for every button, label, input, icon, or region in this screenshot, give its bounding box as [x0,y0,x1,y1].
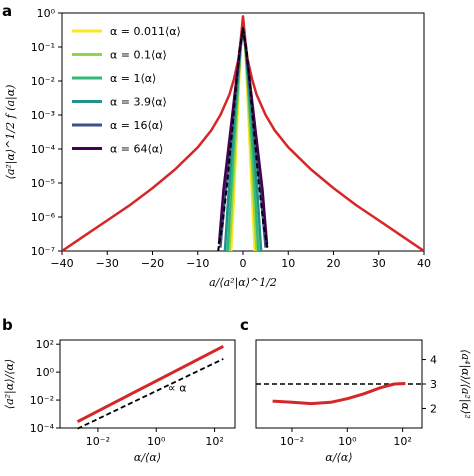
panel-label-a: a [2,2,12,20]
series-line-7 [217,27,269,251]
y-tick-label: 3 [430,378,437,391]
panel-c-y-ticks: 2 3 4 [422,354,437,415]
x-tick-label: 20 [327,257,341,270]
panel-b-x-ticks: 10⁻² 10⁰ 10² [86,428,224,448]
x-tick-label: 10 [281,257,295,270]
legend-label: α = 64⟨α⟩ [110,143,163,156]
panel-c: c 10⁻² 10⁰ 10² 2 3 4 α/⟨α⟩ ⟨a⁴|α⟩/⟨a²|α⟩² [240,316,472,464]
y-tick-label: 10⁻¹ [31,41,55,54]
y-tick-label: 10⁻⁵ [31,177,55,190]
x-tick-label: 30 [372,257,386,270]
y-tick-label: 10² [36,338,54,351]
legend-label: α = 3.9⟨α⟩ [110,96,167,109]
y-tick-label: 10⁻² [30,394,54,407]
x-tick-label: 10⁰ [338,435,357,448]
series-line-0 [272,382,406,406]
panel-label-c: c [240,316,249,334]
y-tick-label: 10⁻³ [31,109,55,122]
panel-b-y-axis-label: ⟨a²|α⟩/⟨α⟩ [3,359,17,409]
x-tick-label: −20 [141,257,164,270]
series-line-6 [62,15,424,251]
x-tick-label: −10 [186,257,209,270]
x-tick-label: 0 [240,257,247,270]
y-tick-label: 10⁰ [37,7,56,20]
panel-a-y-axis-label: ⟨a²|α⟩^1/2 f (a|α) [4,85,18,180]
x-tick-label: 10⁻² [280,435,304,448]
legend-label: α = 1⟨α⟩ [110,72,156,85]
panel-b-plot-area [59,339,236,429]
x-tick-label: −40 [50,257,73,270]
y-tick-label: 10⁻⁶ [31,211,56,224]
x-tick-label: 10² [205,435,223,448]
panel-b-series [76,344,224,430]
y-tick-label: 10⁻⁴ [30,422,55,435]
x-tick-label: 40 [417,257,431,270]
panel-label-b: b [2,316,13,334]
x-tick-label: 10⁻² [86,435,110,448]
panel-c-series [256,382,422,406]
y-tick-label: 10⁻² [31,75,55,88]
y-tick-label: 4 [430,354,437,367]
x-tick-label: −30 [96,257,119,270]
panel-a-y-ticks: 10⁰ 10⁻¹ 10⁻² 10⁻³ 10⁻⁴ 10⁻⁵ 10⁻⁶ 10⁻⁷ [31,7,62,258]
panel-c-x-ticks: 10⁻² 10⁰ 10² [280,428,412,448]
panel-a: a −40 −30 −20 −10 0 10 20 30 40 10⁰10⁻¹10⁻²10⁻³1… [2,2,431,290]
panel-a-x-ticks: −40 −30 −20 −10 0 10 20 30 40 [50,251,431,270]
legend-label: α = 16⟨α⟩ [110,119,163,132]
series-line-0 [76,344,224,424]
panel-a-x-axis-label: a/⟨a²|α⟩^1/2 [209,276,277,290]
y-tick-label: 10⁻⁷ [31,245,55,258]
series-line-1 [77,358,224,430]
x-tick-label: 10² [393,435,411,448]
y-tick-label: 10⁻⁴ [31,143,56,156]
panel-b-x-axis-label: α/⟨α⟩ [134,451,161,464]
panel-a-series [62,15,424,251]
legend-label: α = 0.1⟨α⟩ [110,49,167,62]
y-tick-label: 2 [430,402,437,415]
y-tick-label: 10⁰ [36,366,55,379]
panel-b-y-ticks: 10² 10⁰ 10⁻² 10⁻⁴ [30,338,60,435]
panel-a-legend: α = 0.011⟨α⟩ α = 0.1⟨α⟩ α = 1⟨α⟩ α = 3.9⟨α⟩… [72,25,181,156]
panel-c-y-axis-label: ⟨a⁴|α⟩/⟨a²|α⟩² [458,349,472,419]
panel-c-x-axis-label: α/⟨α⟩ [325,451,352,464]
legend-label: α = 0.011⟨α⟩ [110,25,181,38]
panel-b: b 10⁻² 10⁰ 10² 10² 10⁰ 10⁻² 10⁻⁴ ∝ α α/⟨α⟩ ⟨a… [2,316,236,464]
panel-b-annotation: ∝ α [168,382,187,395]
x-tick-label: 10⁰ [147,435,166,448]
